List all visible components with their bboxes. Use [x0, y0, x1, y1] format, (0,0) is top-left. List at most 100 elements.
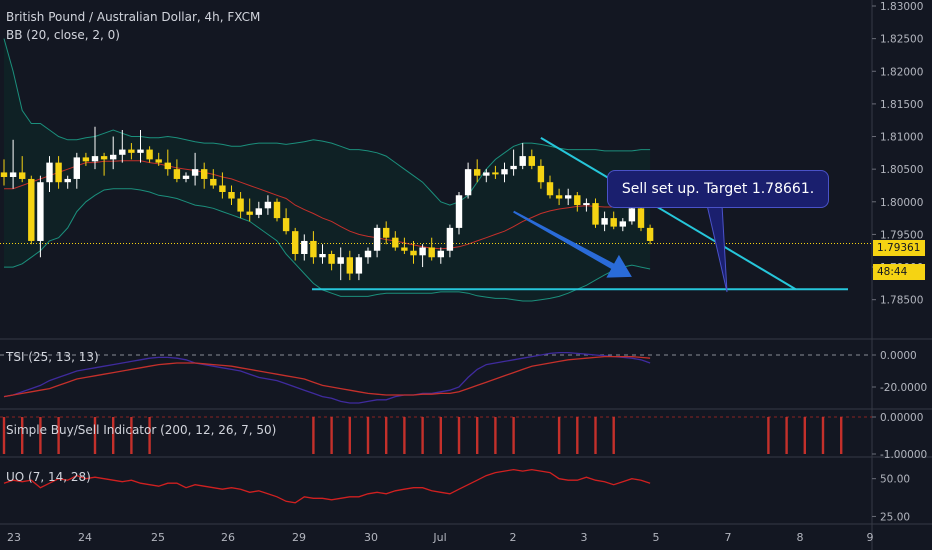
candle-body[interactable]: [601, 218, 608, 225]
candle-body[interactable]: [328, 254, 335, 264]
sell-signal-bar[interactable]: [557, 417, 561, 454]
sell-signal-bar[interactable]: [21, 417, 24, 454]
candle-body[interactable]: [182, 175, 190, 179]
uo-indicator-title[interactable]: UO (7, 14, 28): [6, 470, 91, 484]
candle-body[interactable]: [346, 257, 353, 274]
candle-body[interactable]: [219, 185, 226, 192]
candle-body[interactable]: [510, 165, 517, 170]
sell-signal-bar[interactable]: [767, 417, 770, 454]
sell-callout[interactable]: Sell set up. Target 1.78661.: [607, 170, 829, 208]
candle-body[interactable]: [537, 165, 545, 183]
candle-body[interactable]: [337, 257, 344, 264]
candle-body[interactable]: [28, 178, 35, 241]
candle-body[interactable]: [64, 178, 71, 183]
sell-signal-bar[interactable]: [366, 417, 370, 454]
candle-body[interactable]: [19, 172, 26, 179]
candle-body[interactable]: [383, 227, 390, 238]
candle-body[interactable]: [255, 208, 262, 215]
candle-body[interactable]: [228, 192, 235, 199]
candle-body[interactable]: [392, 237, 399, 248]
candle-body[interactable]: [237, 198, 244, 212]
candle-body[interactable]: [619, 221, 626, 227]
candle-body[interactable]: [364, 250, 372, 258]
sell-signal-bar[interactable]: [840, 417, 843, 454]
candle-body[interactable]: [410, 250, 417, 256]
candle-body[interactable]: [501, 169, 508, 175]
sell-signal-bar[interactable]: [576, 417, 579, 454]
candle-body[interactable]: [628, 208, 636, 222]
sell-signal-bar[interactable]: [330, 417, 333, 454]
candle-body[interactable]: [146, 149, 153, 160]
candle-body[interactable]: [273, 201, 281, 219]
candle-body[interactable]: [119, 149, 126, 155]
down-arrow-annotation[interactable]: [513, 210, 632, 278]
candle-body[interactable]: [610, 218, 617, 227]
candle-body[interactable]: [191, 169, 199, 176]
sell-signal-bar[interactable]: [612, 417, 615, 454]
candle-body[interactable]: [555, 195, 563, 199]
tsi-indicator-title[interactable]: TSI (25, 13, 13): [6, 350, 99, 364]
candle-body[interactable]: [46, 162, 53, 183]
candle-body[interactable]: [319, 254, 326, 258]
candle-body[interactable]: [264, 201, 272, 209]
candle-body[interactable]: [528, 156, 535, 166]
candle-body[interactable]: [646, 227, 654, 241]
candle-body[interactable]: [483, 172, 490, 176]
candle-body[interactable]: [91, 156, 99, 162]
candle-body[interactable]: [637, 208, 645, 228]
sell-signal-bar[interactable]: [148, 417, 151, 454]
sell-signal-bar[interactable]: [785, 417, 788, 454]
sell-signal-bar[interactable]: [39, 417, 42, 454]
candle-body[interactable]: [201, 169, 208, 179]
sell-signal-bar[interactable]: [385, 417, 388, 454]
sell-signal-bar[interactable]: [803, 417, 806, 454]
candle-body[interactable]: [301, 240, 308, 254]
candle-body[interactable]: [373, 227, 381, 251]
candle-body[interactable]: [583, 203, 590, 206]
candle-body[interactable]: [474, 169, 481, 176]
sbs-indicator-title[interactable]: Simple Buy/Sell Indicator (200, 12, 26, …: [6, 423, 277, 437]
candle-body[interactable]: [310, 240, 317, 258]
candle-body[interactable]: [492, 172, 499, 175]
candle-body[interactable]: [155, 159, 162, 163]
sell-signal-bar[interactable]: [594, 417, 597, 454]
candle-body[interactable]: [401, 247, 408, 251]
sell-signal-bar[interactable]: [421, 417, 424, 454]
candle-body[interactable]: [355, 257, 363, 274]
candle-body[interactable]: [455, 195, 463, 228]
sell-signal-bar[interactable]: [821, 417, 825, 454]
candle-body[interactable]: [519, 156, 526, 166]
candle-body[interactable]: [55, 162, 62, 183]
sell-signal-bar[interactable]: [112, 417, 115, 454]
candle-body[interactable]: [0, 172, 8, 177]
sell-signal-bar[interactable]: [2, 417, 6, 454]
sell-signal-bar[interactable]: [403, 417, 406, 454]
resistance-trendline[interactable]: [540, 136, 797, 291]
candle-body[interactable]: [437, 250, 444, 258]
candle-body[interactable]: [428, 247, 435, 258]
candle-body[interactable]: [565, 195, 572, 199]
bb-indicator-title[interactable]: BB (20, close, 2, 0): [6, 28, 120, 42]
sell-signal-bar[interactable]: [439, 417, 442, 454]
candle-body[interactable]: [210, 178, 217, 186]
sell-signal-bar[interactable]: [512, 417, 515, 454]
sell-signal-bar[interactable]: [312, 417, 315, 454]
candle-body[interactable]: [419, 247, 426, 256]
candle-body[interactable]: [464, 169, 472, 196]
sell-signal-bar[interactable]: [57, 417, 60, 454]
candle-body[interactable]: [282, 218, 290, 232]
candle-body[interactable]: [37, 182, 44, 241]
candle-body[interactable]: [164, 162, 171, 170]
candle-body[interactable]: [574, 195, 581, 206]
sell-signal-bar[interactable]: [476, 417, 479, 454]
candle-body[interactable]: [137, 149, 144, 153]
sell-signal-bar[interactable]: [93, 417, 97, 454]
candle-body[interactable]: [73, 157, 80, 179]
sell-signal-bar[interactable]: [348, 417, 351, 454]
candle-body[interactable]: [292, 231, 299, 254]
candle-body[interactable]: [128, 149, 135, 153]
candle-body[interactable]: [546, 182, 554, 196]
candle-body[interactable]: [110, 154, 117, 160]
candle-body[interactable]: [173, 169, 181, 179]
